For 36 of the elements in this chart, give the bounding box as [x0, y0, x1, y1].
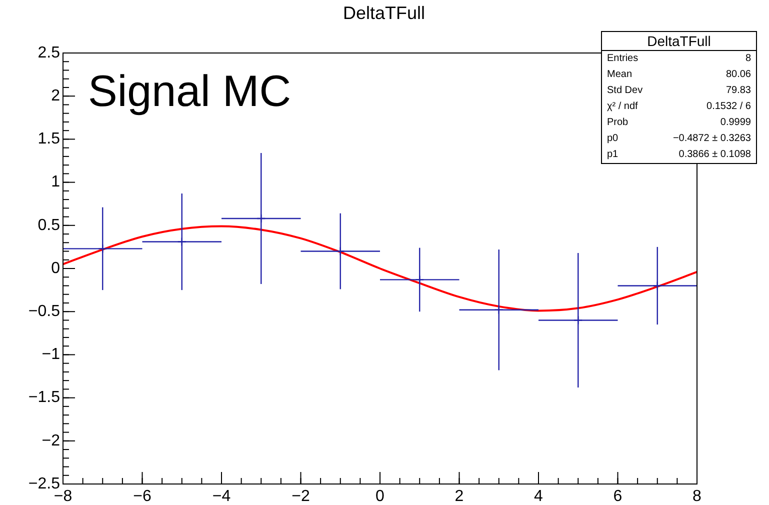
text: 0.1532 / 6: [706, 101, 751, 112]
x-tick-label: 6: [613, 488, 622, 505]
text: 8: [745, 53, 751, 64]
annotation: Std Dev: [607, 85, 643, 96]
x-tick-label: −2: [292, 488, 310, 505]
chart-title: DeltaTFull: [342, 2, 426, 23]
annotation: Mean: [607, 69, 632, 80]
text: 80.06: [726, 69, 751, 80]
text: 0.9999: [720, 117, 751, 128]
text: DeltaTFull: [602, 32, 756, 51]
x-tick-label: −4: [212, 488, 231, 505]
y-tick-label: −2: [42, 432, 60, 450]
annotation: −0.4872 ± 0.3263: [672, 133, 751, 144]
x-tick-label: −6: [133, 488, 152, 505]
y-tick-label: −1: [42, 346, 60, 364]
y-tick-label: 2: [51, 88, 60, 105]
x-tick-label: 4: [534, 488, 544, 505]
annotation: χ² / ndf: [607, 101, 638, 112]
line-series: [63, 225, 697, 312]
annotation: Entries: [607, 53, 638, 64]
y-tick-label: 0: [51, 260, 60, 277]
annotation: Signal MC: [88, 67, 291, 116]
x-tick-label: 8: [692, 488, 702, 505]
y-tick-label: 1: [51, 174, 60, 191]
annotation: p1: [607, 149, 618, 160]
y-tick-label: 0.5: [38, 216, 60, 234]
y-tick-label: 2.5: [38, 44, 60, 62]
annotation: p0: [607, 133, 618, 144]
y-tick-label: 1.5: [38, 130, 60, 148]
text: 79.83: [726, 85, 751, 96]
y-tick-label: −0.5: [28, 303, 60, 320]
x-tick-label: 0: [376, 488, 385, 505]
annotation: Prob: [607, 117, 628, 128]
annotation: 0.3866 ± 0.1098: [678, 149, 751, 160]
y-tick-label: −1.5: [28, 389, 60, 406]
x-tick-label: 2: [454, 488, 464, 505]
